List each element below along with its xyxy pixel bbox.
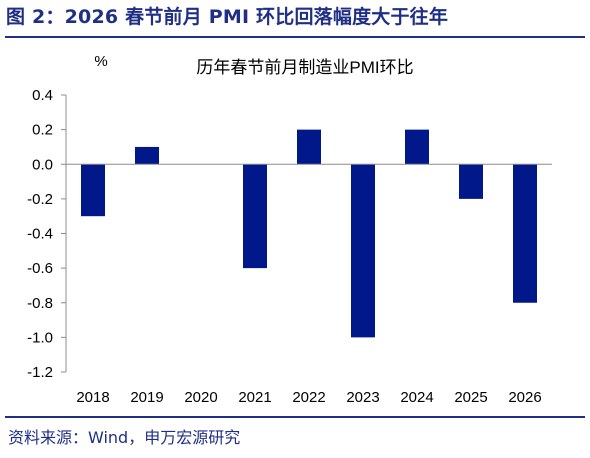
y-tick-label: 0.0 [32, 156, 53, 173]
x-tick-label: 2023 [346, 389, 379, 406]
bar-2018 [81, 164, 105, 217]
title-divider [5, 36, 585, 38]
x-tick-label: 2026 [508, 389, 541, 406]
bar-2019 [135, 146, 159, 165]
x-tick-label: 2019 [130, 389, 163, 406]
x-tick-label: 2021 [238, 389, 271, 406]
y-tick-label: -1.2 [27, 364, 53, 381]
y-tick-label: -1.0 [27, 329, 53, 346]
source-divider [5, 416, 585, 418]
y-tick-label: 0.2 [32, 122, 53, 139]
bar-2025 [459, 164, 483, 199]
y-tick-label: -0.8 [27, 295, 53, 312]
chart-title: 历年春节前月制造业PMI环比 [196, 58, 413, 77]
x-tick-label: 2024 [400, 389, 433, 406]
bar-2023 [351, 164, 375, 338]
source-note: 资料来源：Wind，申万宏源研究 [8, 428, 241, 447]
bar-chart: % 历年春节前月制造业PMI环比 0.4 0.2 0.0 -0.2 -0.4 -0.6 -0… [27, 53, 552, 406]
y-tick-label: -0.6 [27, 260, 53, 277]
x-tick-label: 2025 [454, 389, 487, 406]
figure-title: 图 2：2026 春节前月 PMI 环比回落幅度大于往年 [6, 6, 449, 28]
y-tick-label: 0.4 [32, 87, 53, 104]
bar-2024 [405, 129, 429, 165]
x-axis: 2018 2019 2020 2021 2022 2023 2024 2025 2026 [66, 163, 552, 406]
y-tick-label: -0.2 [27, 191, 53, 208]
x-tick-label: 2018 [76, 389, 109, 406]
y-axis: 0.4 0.2 0.0 -0.2 -0.4 -0.6 -0.8 -1.0 -1.2 [27, 87, 67, 381]
bar-2022 [297, 129, 321, 165]
bars [81, 129, 537, 338]
x-tick-label: 2022 [292, 389, 325, 406]
unit-label: % [94, 53, 107, 70]
bar-2026 [513, 164, 537, 303]
y-tick-label: -0.4 [27, 226, 53, 243]
bar-2021 [243, 164, 267, 269]
x-tick-label: 2020 [184, 389, 217, 406]
